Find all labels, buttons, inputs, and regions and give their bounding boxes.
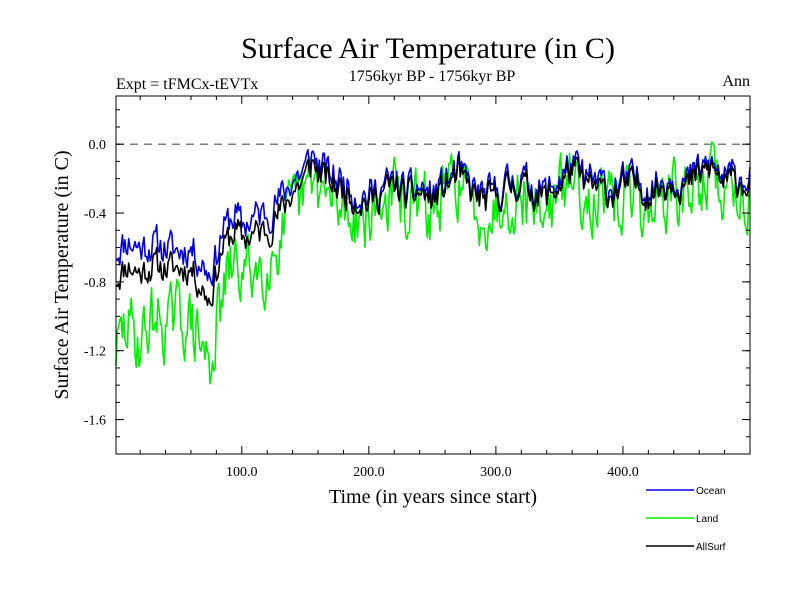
y-tick-label: 0.0 — [89, 138, 107, 153]
period-label: 1756kyr BP - 1756kyr BP — [349, 68, 516, 85]
legend-label-ocean: Ocean — [696, 486, 725, 497]
x-tick-label: 100.0 — [226, 465, 258, 480]
plot-frame — [115, 95, 751, 455]
plot-area — [115, 141, 751, 385]
experiment-label: Expt = tFMCx-tEVTx — [116, 76, 258, 93]
chart-title: Surface Air Temperature (in C) — [241, 32, 615, 65]
legend: Ocean Land AllSurf — [646, 486, 726, 553]
season-label: Ann — [722, 73, 750, 90]
y-tick-label: -1.2 — [84, 345, 106, 360]
x-tick-label: 200.0 — [353, 465, 385, 480]
series-line-allsurf — [115, 156, 751, 307]
x-tick-label: 400.0 — [607, 465, 639, 480]
legend-label-allsurf: AllSurf — [696, 542, 726, 553]
y-tick-label: -0.8 — [84, 276, 106, 291]
x-tick-label: 300.0 — [480, 465, 512, 480]
y-axis-label: Surface Air Temperature (in C) — [51, 150, 73, 399]
y-tick-label: -0.4 — [84, 207, 106, 222]
y-tick-label: -1.6 — [84, 414, 106, 429]
x-axis-label: Time (in years since start) — [329, 486, 537, 508]
legend-label-land: Land — [696, 514, 718, 525]
